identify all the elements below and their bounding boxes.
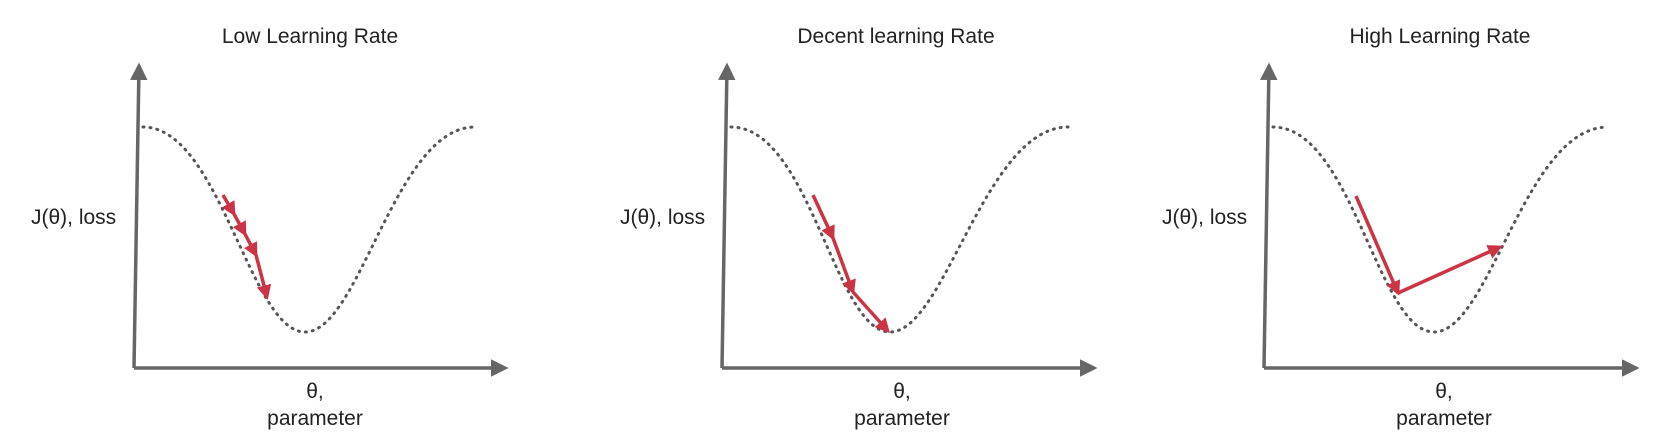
gradient-step: [851, 290, 890, 334]
y-axis: [718, 62, 736, 369]
loss-curve: [141, 125, 477, 334]
gradient-step: [243, 233, 258, 258]
gradient-step: [831, 237, 856, 295]
gradient-step: [1397, 245, 1503, 295]
y-axis-label: J(θ), loss: [620, 206, 705, 229]
y-axis-label: J(θ), loss: [31, 206, 116, 229]
gradient-steps: [221, 194, 272, 300]
x-axis-label-text: parameter: [854, 407, 950, 430]
x-axis-label-text: parameter: [267, 407, 363, 430]
y-axis: [130, 62, 148, 369]
gradient-steps: [811, 194, 890, 334]
y-axis-label: J(θ), loss: [1162, 206, 1247, 229]
x-axis-label-symbol: θ,: [1435, 380, 1453, 403]
panel-decent-learning-rate: Decent learning Rate J(θ), loss θ, param…: [620, 25, 1098, 430]
y-axis: [1260, 62, 1278, 369]
gradient-step: [232, 213, 247, 237]
loss-curve: [1271, 125, 1610, 334]
panel-title: High Learning Rate: [1350, 25, 1531, 48]
gradient-step: [1354, 195, 1401, 296]
panel-title: Low Learning Rate: [222, 25, 398, 48]
loss-curve: [729, 125, 1070, 334]
gradient-step: [254, 254, 272, 300]
panel-high-learning-rate: High Learning Rate J(θ), loss θ, paramet…: [1162, 25, 1640, 430]
x-axis-label-symbol: θ,: [893, 380, 911, 403]
gradient-steps: [1354, 195, 1503, 296]
x-axis-label-text: parameter: [1396, 407, 1492, 430]
panel-title: Decent learning Rate: [797, 25, 994, 48]
gradient-step: [811, 194, 835, 241]
x-axis-label-symbol: θ,: [306, 380, 324, 403]
panel-low-learning-rate: Low Learning Rate J(θ), loss θ, paramete…: [31, 25, 509, 430]
gradient-step: [221, 194, 236, 217]
